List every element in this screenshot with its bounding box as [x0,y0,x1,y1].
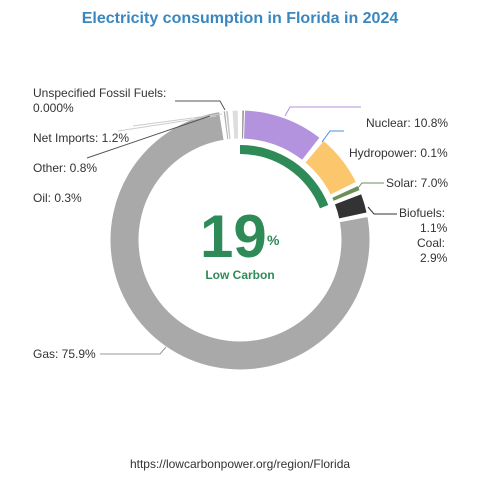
leader-line [284,106,361,117]
label-biofuels-name: Biofuels: [399,206,446,220]
leader-line [86,115,211,159]
label-solar: Solar: 7.0% [386,176,449,190]
label-other: Other: 0.8% [33,161,98,175]
slice-solar [304,139,358,196]
label-gas: Gas: 75.9% [33,347,96,361]
label-hydropower: Hydropower: 0.1% [349,146,448,160]
label-net-imports: Net Imports: 1.2% [33,131,130,145]
slice-net-imports [231,109,240,140]
source-url: https://lowcarbonpower.org/region/Florid… [129,457,351,471]
leader-line [132,113,223,127]
label-biofuels-value: 1.1% [420,221,448,235]
leader-line [117,115,217,132]
label-unspecified-value: 0.000% [33,101,74,115]
chart-title: Electricity consumption in Florida in 20… [81,10,399,27]
center-value: 19 [200,203,267,270]
center-unit: % [267,232,280,248]
leader-line [100,346,167,355]
slice-nuclear [240,109,321,162]
leader-line [367,206,397,215]
low-carbon-arc [240,145,329,209]
slice-coal [333,193,368,220]
label-coal-name: Coal: [417,236,446,250]
slice-unspecified-fossil-fuels [240,109,246,140]
leader-line [321,130,344,143]
slice-other [224,109,232,141]
center-label: Low Carbon [205,268,275,282]
label-oil: Oil: 0.3% [33,191,82,205]
slice-gas [109,111,371,371]
label-nuclear: Nuclear: 10.8% [366,116,449,130]
leader-line [357,182,384,189]
label-coal-value: 2.9% [420,251,448,265]
label-unspecified-name: Unspecified Fossil Fuels: [33,86,167,100]
leader-line [175,100,226,111]
